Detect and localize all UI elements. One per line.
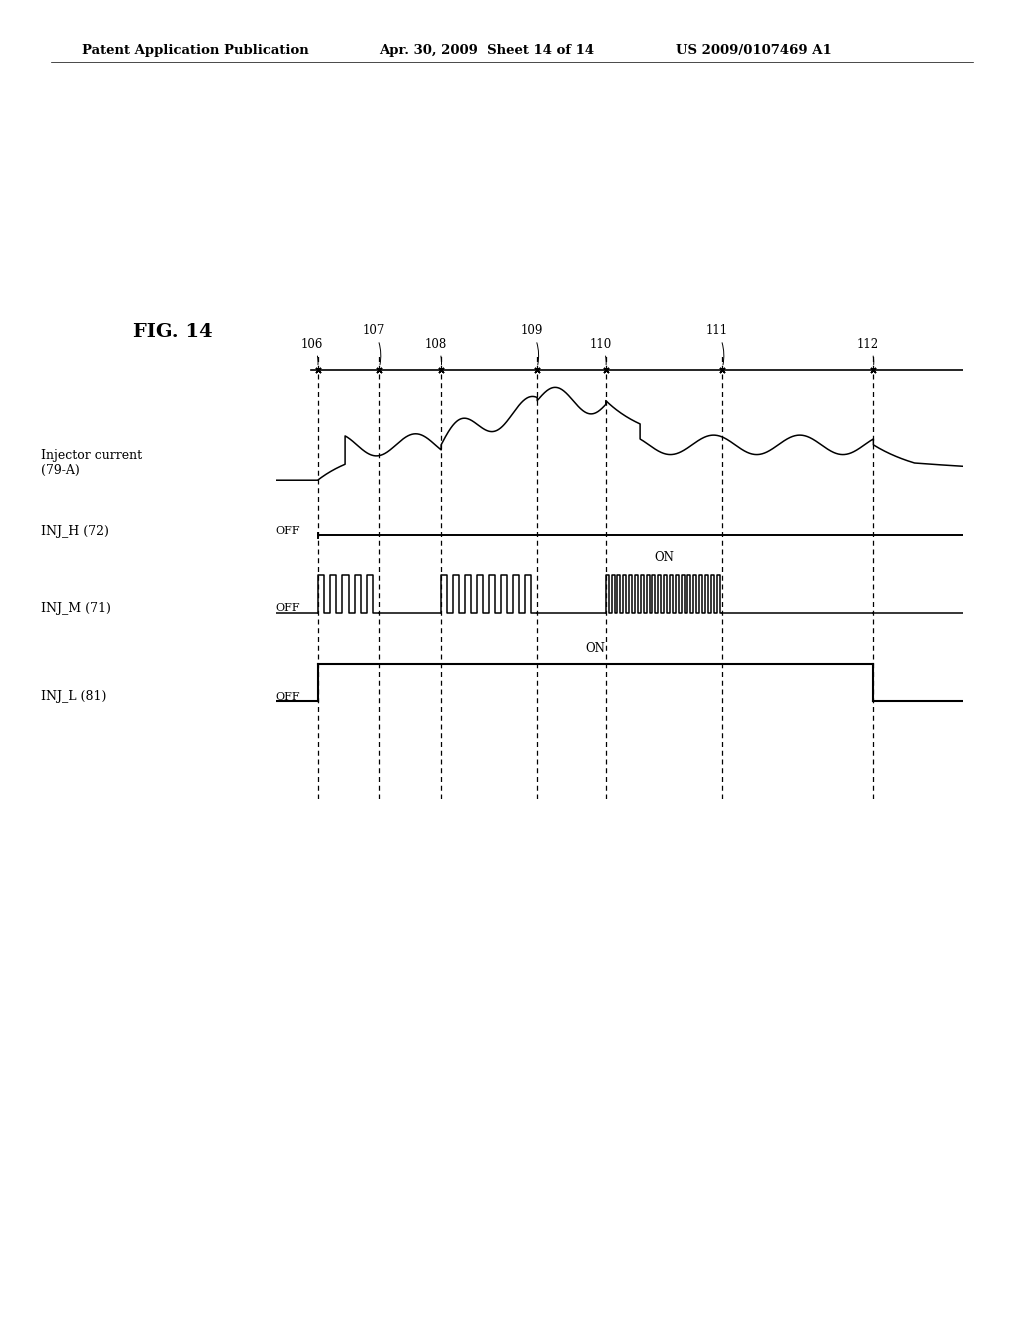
Text: 112: 112 <box>857 338 879 364</box>
Text: US 2009/0107469 A1: US 2009/0107469 A1 <box>676 44 831 57</box>
Text: Patent Application Publication: Patent Application Publication <box>82 44 308 57</box>
Text: INJ_M (71): INJ_M (71) <box>41 602 111 615</box>
Text: Injector current
(79-A): Injector current (79-A) <box>41 449 142 477</box>
Text: 106: 106 <box>301 338 324 364</box>
Text: 111: 111 <box>706 325 728 364</box>
Text: OFF: OFF <box>275 603 300 614</box>
Text: OFF: OFF <box>275 692 300 702</box>
Text: INJ_H (72): INJ_H (72) <box>41 524 109 537</box>
Text: ON: ON <box>586 642 605 655</box>
Text: OFF: OFF <box>275 527 300 536</box>
Text: ON: ON <box>654 552 674 564</box>
Text: 108: 108 <box>425 338 446 364</box>
Text: INJ_L (81): INJ_L (81) <box>41 690 106 704</box>
Text: 110: 110 <box>589 338 611 364</box>
Text: FIG. 14: FIG. 14 <box>133 323 213 342</box>
Text: 109: 109 <box>520 325 543 364</box>
Text: 107: 107 <box>362 325 385 364</box>
Text: Apr. 30, 2009  Sheet 14 of 14: Apr. 30, 2009 Sheet 14 of 14 <box>379 44 594 57</box>
